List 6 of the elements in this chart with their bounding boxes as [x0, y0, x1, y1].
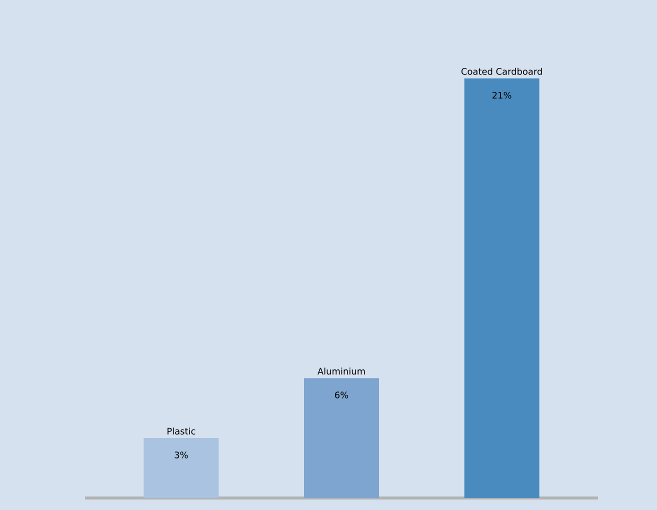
x-tick-label: Aluminium [318, 368, 365, 375]
data-label: 21% [492, 92, 512, 99]
x-tick-label: Plastic [168, 428, 196, 435]
x-tick-label: Coated Cardboard [461, 68, 542, 75]
data-label: 6% [335, 392, 348, 398]
data-label: 3% [174, 452, 188, 458]
